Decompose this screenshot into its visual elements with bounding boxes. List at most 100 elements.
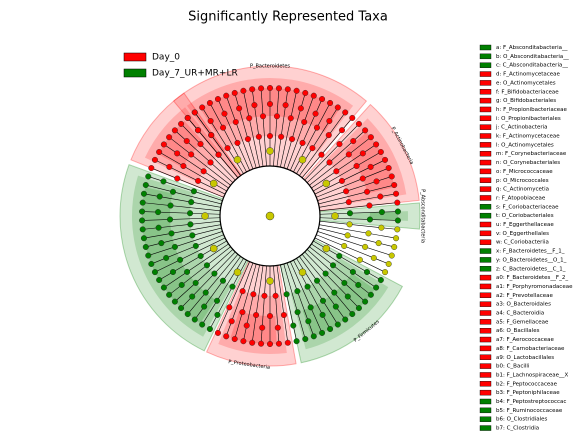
key-label: x: F_Bacteroidetes__F_1_ xyxy=(496,249,565,255)
taxon-node xyxy=(344,293,351,300)
branch xyxy=(243,90,260,168)
clade-sector-inner xyxy=(141,187,216,324)
taxon-node xyxy=(346,210,353,217)
clade-sector-inner xyxy=(369,211,398,221)
key-label: a8: F_Carnobacteriaceae xyxy=(496,346,565,352)
key-label: t: O_Coriobacteriales xyxy=(496,213,554,219)
key-label: p: O_Micrococcales xyxy=(496,178,549,184)
taxon-node xyxy=(167,202,174,209)
taxon-node xyxy=(258,340,265,347)
branch xyxy=(319,193,397,208)
taxon-node xyxy=(312,110,319,117)
taxon-node xyxy=(391,243,398,250)
branch xyxy=(154,237,226,273)
key-swatch xyxy=(479,89,492,95)
branch xyxy=(301,117,353,178)
taxon-node xyxy=(359,150,366,157)
key-swatch xyxy=(479,195,492,201)
taxon-node xyxy=(319,311,326,318)
branch xyxy=(260,265,267,344)
key-swatch xyxy=(479,230,492,237)
taxon-node xyxy=(319,96,326,103)
taxon-node xyxy=(330,262,337,269)
key-label: m: F_Corynebacteriaceae xyxy=(496,151,567,157)
key-swatch xyxy=(479,71,492,77)
taxon-node xyxy=(184,114,191,121)
phylum-node xyxy=(233,155,242,164)
clade-sector-inner xyxy=(302,273,375,338)
taxon-node xyxy=(327,326,334,333)
branch xyxy=(304,251,360,309)
taxon-node xyxy=(289,136,296,143)
taxon-node xyxy=(223,333,230,340)
branch xyxy=(148,231,223,256)
taxon-node xyxy=(244,136,251,143)
taxon-node xyxy=(334,104,341,111)
taxon-node xyxy=(304,283,311,290)
key-swatch xyxy=(479,416,492,422)
taxon-node xyxy=(294,288,301,295)
key-swatch xyxy=(479,354,492,360)
phylum-node xyxy=(266,147,274,155)
taxon-node xyxy=(140,235,147,242)
taxon-node xyxy=(377,277,384,284)
key-label: f: F_Bifidobacteriaceae xyxy=(496,89,559,95)
taxon-node xyxy=(388,252,395,259)
taxon-node xyxy=(160,284,167,291)
taxon-node xyxy=(394,199,401,206)
phylum-node xyxy=(209,179,218,188)
taxon-node xyxy=(192,242,199,249)
key-label: b5: F_Ruminococcaceae xyxy=(496,408,563,414)
key-swatch xyxy=(479,177,492,183)
key-swatch xyxy=(479,407,492,414)
taxon-node xyxy=(178,305,185,312)
key-label: u: F_Eggerthellaceae xyxy=(496,222,554,228)
key-label: a6: O_Bacillales xyxy=(496,328,540,334)
taxon-node xyxy=(267,84,274,91)
phylum-node xyxy=(298,155,307,164)
branch xyxy=(299,256,346,320)
key-swatch xyxy=(479,115,492,122)
key-label: o: F_Micrococcaceae xyxy=(496,169,553,175)
taxon-node xyxy=(345,199,352,206)
key-label: j: C_Actinobacteria xyxy=(495,125,548,131)
key-label: c: C_Absconditabacteria__ xyxy=(496,63,568,69)
phylum-label: P_Absconditabacteria xyxy=(420,189,426,243)
phylum-node xyxy=(298,268,307,277)
key-swatch xyxy=(479,106,492,113)
key-label: h: F_Propionibacteriaceae xyxy=(496,107,567,113)
taxon-node xyxy=(302,89,309,96)
phylum-node xyxy=(209,244,218,253)
branch xyxy=(142,202,221,212)
taxon-node xyxy=(224,145,231,152)
clade-sector-inner xyxy=(326,118,407,204)
taxon-node xyxy=(197,141,204,148)
taxon-node xyxy=(171,127,178,134)
taxon-node xyxy=(367,134,374,141)
taxon-node xyxy=(314,277,321,284)
key-swatch xyxy=(479,292,492,298)
taxon-node xyxy=(343,188,350,195)
taxon-node xyxy=(139,217,146,224)
taxon-node xyxy=(253,312,260,319)
taxon-node xyxy=(272,292,279,299)
taxon-node xyxy=(336,141,343,148)
taxon-node xyxy=(362,243,369,250)
key-label: b2: F_Peptococcaceae xyxy=(496,381,558,387)
branch xyxy=(251,265,264,343)
taxon-node xyxy=(365,230,372,237)
taxon-node xyxy=(168,230,175,237)
legend-label: Day_7_UR+MR+LR xyxy=(152,69,238,79)
taxon-node xyxy=(189,293,196,300)
key-swatch xyxy=(479,274,492,281)
taxon-node xyxy=(231,89,238,96)
taxon-node xyxy=(166,134,173,141)
taxon-node xyxy=(140,190,147,197)
key-label: s: F_Coriobacteriaceae xyxy=(496,204,559,210)
branch xyxy=(143,224,221,239)
taxon-node xyxy=(341,279,348,286)
branch xyxy=(280,264,297,342)
key-swatch xyxy=(479,372,492,378)
taxon-node xyxy=(142,243,149,250)
phylum-node xyxy=(233,268,242,277)
